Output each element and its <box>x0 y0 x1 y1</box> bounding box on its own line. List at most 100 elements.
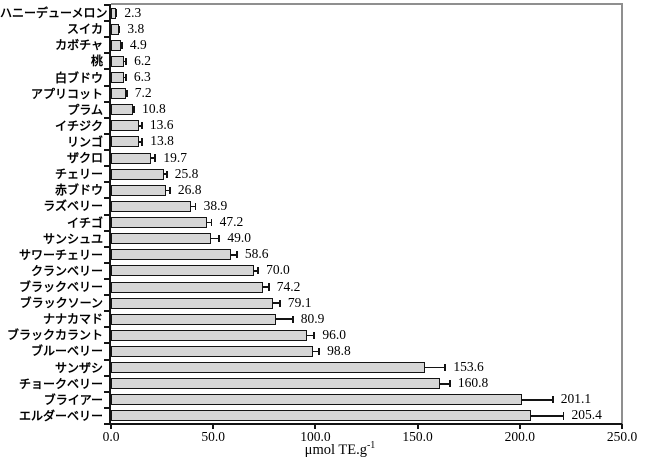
bar <box>111 136 140 148</box>
y-axis-tick <box>104 310 109 313</box>
category-label: 赤ブドウ <box>54 183 103 198</box>
value-label: 49.0 <box>227 230 251 246</box>
error-bar-line <box>211 237 220 240</box>
y-axis-tick <box>104 358 109 361</box>
category-label: カボチャ <box>55 38 103 53</box>
error-bar-cap <box>551 396 554 404</box>
category-label: ザクロ <box>66 151 103 166</box>
value-label: 80.9 <box>300 310 325 326</box>
bar <box>111 184 166 196</box>
category-label: ブラックベリー <box>18 280 103 295</box>
error-bar-line <box>272 302 280 304</box>
error-bar-line <box>123 76 126 79</box>
y-axis-tick <box>104 116 109 119</box>
y-axis-tick <box>104 36 109 39</box>
y-axis-tick <box>104 4 109 6</box>
x-axis-title: μmol TE.g-1 <box>240 440 440 458</box>
y-axis-tick <box>104 181 109 184</box>
error-bar-cap <box>168 186 171 194</box>
value-label: 4.9 <box>129 36 147 52</box>
bar <box>111 7 116 19</box>
x-axis-tick-label: 200.0 <box>504 429 535 444</box>
error-bar-line <box>151 157 156 159</box>
y-axis-tick <box>104 197 109 200</box>
value-label: 47.2 <box>219 214 244 230</box>
bar <box>111 39 121 51</box>
bar <box>111 23 119 35</box>
error-bar-cap <box>257 267 259 275</box>
category-label: 桃 <box>90 54 103 69</box>
bar <box>111 233 212 245</box>
y-axis-tick <box>104 245 109 248</box>
x-axis-tick-label: 150.0 <box>402 429 433 444</box>
error-bar-line <box>439 382 450 385</box>
x-axis-tick-label: 250.0 <box>606 429 638 444</box>
value-label: 74.2 <box>276 278 301 294</box>
plot-border-top <box>111 3 622 5</box>
category-label: アプリコット <box>30 86 103 101</box>
bar <box>111 200 191 212</box>
y-axis-tick <box>104 261 109 264</box>
value-label: 7.2 <box>134 85 152 101</box>
value-label: 153.6 <box>453 359 484 375</box>
bar <box>111 313 277 325</box>
value-label: 13.8 <box>150 133 174 149</box>
value-label: 19.7 <box>163 149 187 165</box>
category-label: イチジク <box>54 118 103 133</box>
x-axis-tick <box>518 424 521 429</box>
category-label: 白ブドウ <box>54 70 103 85</box>
x-axis-tick-label: 100.0 <box>300 429 331 444</box>
category-label: イチゴ <box>66 215 103 230</box>
error-bar-cap <box>154 154 157 162</box>
category-label: ブラックソーン <box>19 296 103 311</box>
value-label: 10.8 <box>142 101 166 117</box>
error-bar-line <box>163 173 167 175</box>
error-bar-line <box>522 399 553 401</box>
error-bar-line <box>254 270 259 272</box>
error-bar-cap <box>133 106 135 114</box>
error-bar-cap <box>115 9 118 17</box>
x-axis <box>109 423 622 425</box>
bar <box>111 217 208 229</box>
value-label: 160.8 <box>457 375 489 391</box>
x-axis-tick <box>416 424 419 429</box>
y-axis-tick <box>104 374 109 377</box>
error-bar-line <box>123 60 127 63</box>
error-bar-line <box>165 189 170 192</box>
bar <box>111 152 152 164</box>
y-axis-tick <box>104 20 109 23</box>
value-label: 70.0 <box>266 262 290 278</box>
category-label: プラム <box>67 102 103 117</box>
bar <box>111 297 273 309</box>
y-axis-tick <box>104 68 109 71</box>
error-bar-cap <box>141 138 144 146</box>
error-bar-line <box>190 205 196 208</box>
category-label: ナナカマド <box>42 312 103 327</box>
value-label: 6.3 <box>133 69 151 85</box>
bar <box>111 345 313 357</box>
y-axis <box>109 4 111 425</box>
error-bar-cap <box>118 25 121 33</box>
error-bar-cap <box>235 251 238 259</box>
value-label: 58.6 <box>244 246 269 262</box>
error-bar-line <box>262 286 269 288</box>
bar <box>111 72 124 84</box>
error-bar-cap <box>318 347 320 356</box>
category-label: エルダーベリー <box>18 408 103 423</box>
y-axis-tick <box>104 84 109 87</box>
y-axis-tick <box>104 277 109 280</box>
bar <box>111 88 126 100</box>
bar <box>111 265 255 277</box>
error-bar-line <box>530 415 564 417</box>
error-bar-line <box>312 350 320 353</box>
plot-border-right <box>621 3 623 425</box>
error-bar-cap <box>124 73 127 82</box>
value-label: 79.1 <box>287 294 312 310</box>
y-axis-tick <box>104 149 109 152</box>
error-bar-cap <box>291 315 294 323</box>
error-bar-cap <box>448 380 451 388</box>
error-bar-line <box>207 221 212 224</box>
error-bar-line <box>139 141 143 143</box>
x-axis-tick-label: 0.0 <box>102 429 120 444</box>
category-label: チョークベリー <box>18 376 103 391</box>
